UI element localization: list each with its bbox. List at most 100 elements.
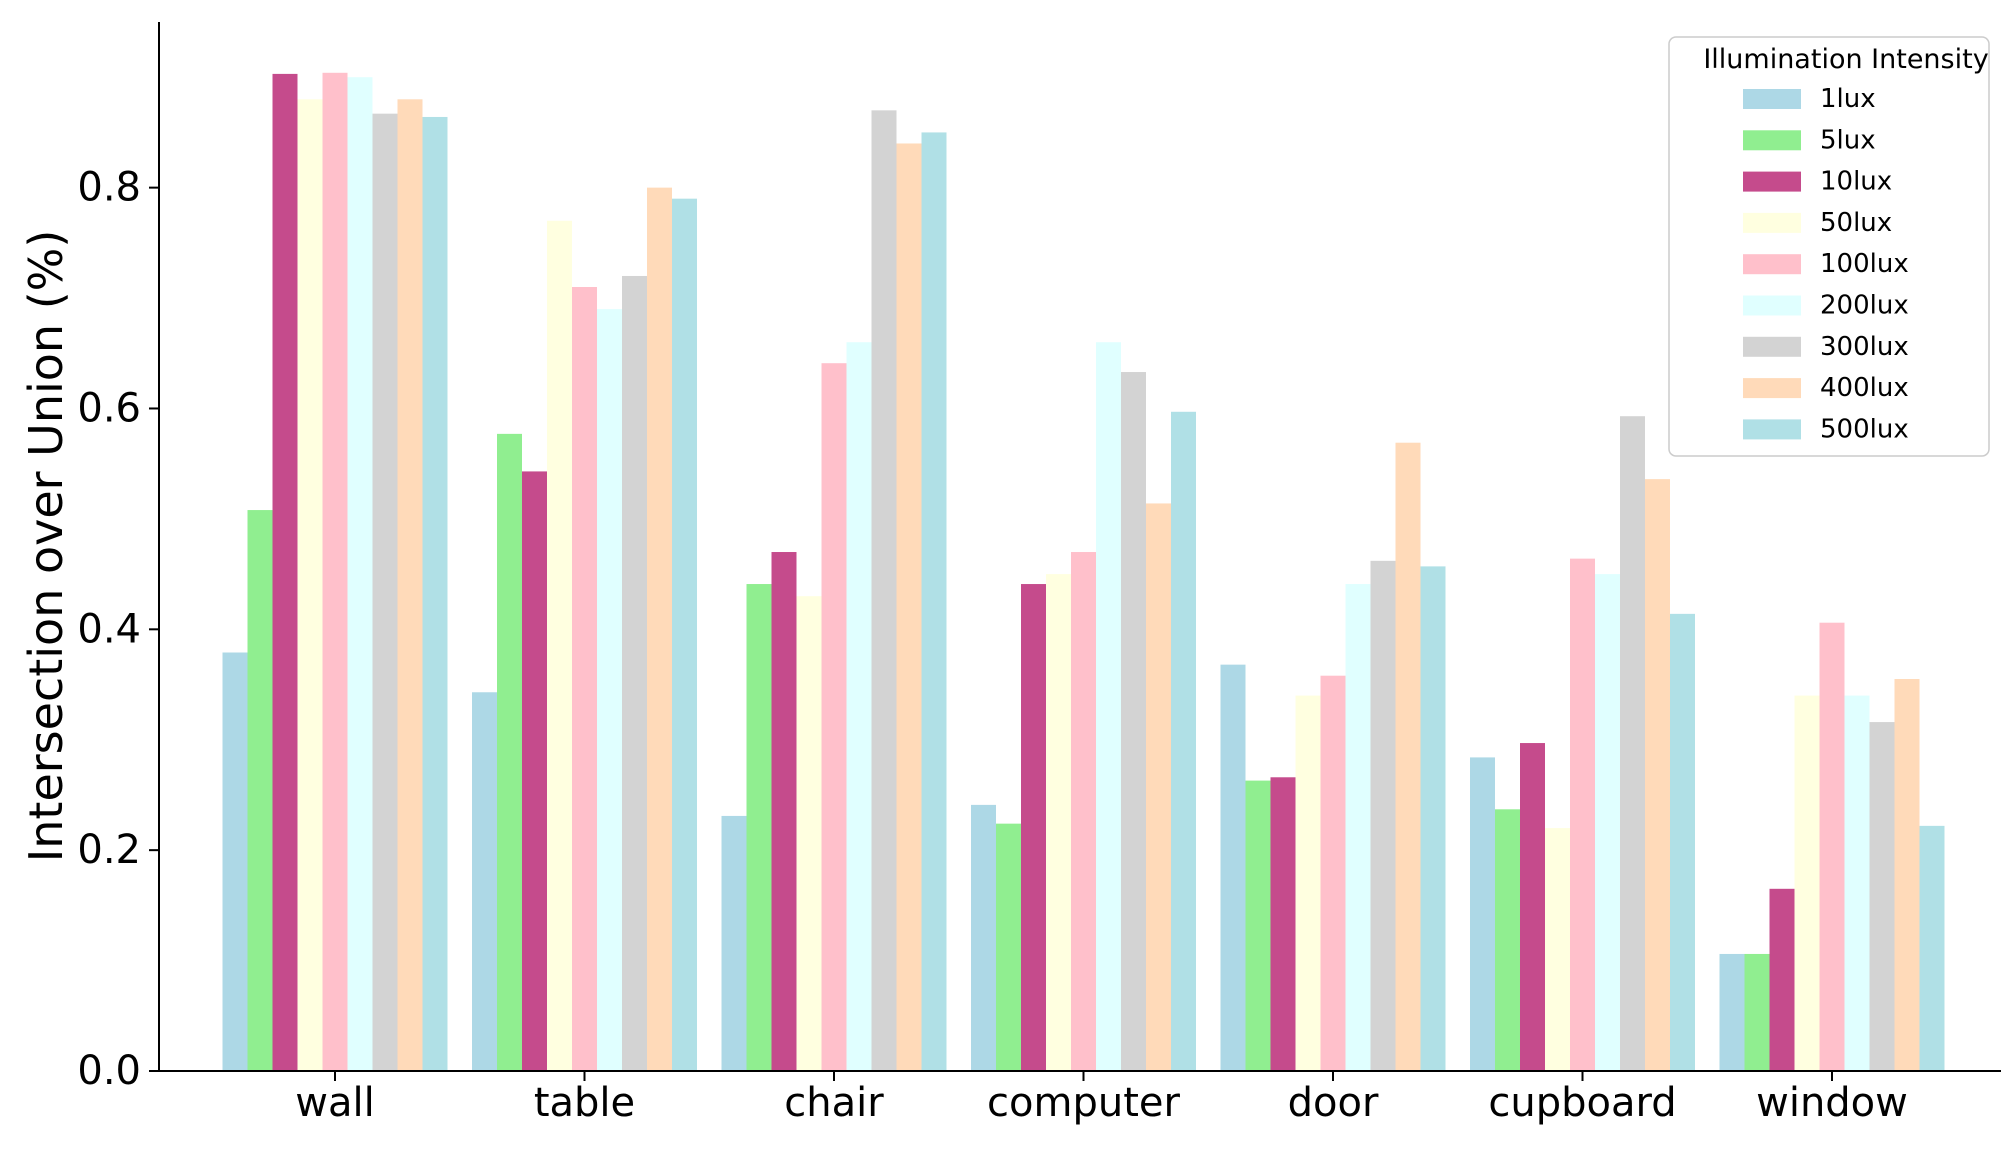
bar-cupboard-5lux — [1495, 809, 1520, 1071]
bar-cupboard-400lux — [1645, 479, 1670, 1071]
bar-wall-5lux — [247, 510, 273, 1072]
bar-window-5lux — [1744, 953, 1770, 1071]
legend-swatch-10lux — [1743, 171, 1801, 192]
legend-swatch-50lux — [1743, 212, 1801, 233]
bar-computer-1lux — [971, 804, 996, 1071]
bar-table-200lux — [597, 309, 622, 1071]
bar-wall-10lux — [272, 73, 298, 1072]
legend-swatch-1lux — [1743, 89, 1801, 109]
legend-swatch-300lux — [1743, 336, 1801, 357]
bar-chair-200lux — [846, 342, 872, 1071]
legend-label-200lux: 200lux — [1820, 291, 1909, 321]
legend: Illumination Intensity 1lux 5lux 10lux 50lu… — [1668, 36, 1990, 457]
x-tick-label-cupboard: cupboard — [1488, 1080, 1676, 1126]
bar-table-1lux — [472, 692, 497, 1071]
bar-table-500lux — [672, 198, 697, 1071]
bar-cupboard-1lux — [1470, 757, 1495, 1071]
bar-wall-50lux — [297, 99, 323, 1071]
legend-label-5lux: 5lux — [1820, 125, 1876, 155]
bar-table-50lux — [547, 220, 572, 1072]
bar-window-500lux — [1919, 825, 1945, 1071]
bar-chair-50lux — [796, 596, 822, 1071]
legend-label-50lux: 50lux — [1820, 208, 1892, 238]
legend-label-100lux: 100lux — [1820, 249, 1909, 279]
bar-door-200lux — [1345, 584, 1371, 1071]
bar-wall-200lux — [347, 77, 373, 1072]
bar-window-50lux — [1794, 695, 1820, 1071]
bar-door-400lux — [1395, 442, 1421, 1071]
bar-window-200lux — [1844, 695, 1870, 1071]
bar-computer-50lux — [1046, 574, 1071, 1071]
bar-door-300lux — [1370, 560, 1396, 1071]
bars-layer — [222, 72, 1945, 1072]
legend-swatch-5lux — [1743, 130, 1801, 151]
bar-door-5lux — [1245, 780, 1271, 1071]
y-ticks: 0.0 0.2 0.4 0.6 0.8 — [77, 165, 159, 1094]
legend-label-500lux: 500lux — [1820, 414, 1909, 444]
y-tick-label: 0.4 — [77, 606, 141, 652]
legend-label-400lux: 400lux — [1820, 373, 1909, 403]
bar-computer-100lux — [1071, 552, 1096, 1071]
bar-table-10lux — [522, 471, 547, 1071]
bar-cupboard-10lux — [1520, 743, 1545, 1071]
y-tick-label: 0.6 — [77, 385, 141, 431]
y-tick-label: 0.2 — [77, 827, 141, 873]
bar-window-400lux — [1894, 679, 1920, 1071]
bar-cupboard-50lux — [1545, 828, 1570, 1071]
axes-layer — [158, 22, 2001, 1072]
legend-label-300lux: 300lux — [1820, 332, 1909, 362]
y-tick-label: 0.0 — [77, 1048, 141, 1094]
x-tick-label-door: door — [1288, 1080, 1379, 1126]
legend-swatch-500lux — [1743, 419, 1801, 440]
bar-chair-1lux — [721, 815, 747, 1071]
bar-computer-10lux — [1021, 584, 1046, 1071]
bar-window-10lux — [1769, 888, 1795, 1071]
x-tick-label-table: table — [534, 1080, 635, 1126]
legend-swatch-400lux — [1743, 378, 1801, 399]
bar-wall-300lux — [372, 113, 398, 1071]
bar-chair-400lux — [896, 143, 922, 1072]
bar-computer-400lux — [1146, 503, 1171, 1071]
bar-computer-5lux — [996, 823, 1021, 1071]
bar-table-400lux — [647, 187, 672, 1071]
bar-chair-300lux — [871, 110, 897, 1071]
legend-title: Illumination Intensity — [1703, 44, 1988, 75]
x-tick-label-wall: wall — [295, 1080, 374, 1126]
bar-door-50lux — [1295, 695, 1321, 1071]
bar-chair-100lux — [821, 363, 847, 1071]
x-tick-label-window: window — [1756, 1080, 1908, 1126]
bar-chair-10lux — [771, 552, 797, 1071]
legend-swatch-200lux — [1743, 295, 1801, 316]
bar-window-1lux — [1719, 953, 1745, 1071]
bar-wall-400lux — [397, 99, 423, 1071]
x-tick-label-chair: chair — [784, 1080, 884, 1126]
bar-computer-300lux — [1121, 372, 1146, 1071]
bar-wall-1lux — [222, 652, 248, 1071]
x-ticks: wall table chair computer door cupboard window — [295, 1071, 1908, 1126]
bar-chair-5lux — [746, 584, 772, 1071]
bar-table-5lux — [497, 433, 522, 1072]
bar-cupboard-100lux — [1570, 558, 1595, 1071]
bar-table-300lux — [622, 275, 647, 1072]
bar-door-1lux — [1220, 664, 1246, 1071]
y-axis-label: Intersection over Union (%) — [19, 230, 73, 863]
bar-chair-500lux — [921, 132, 947, 1072]
bar-window-300lux — [1869, 722, 1895, 1071]
bar-cupboard-200lux — [1595, 574, 1620, 1071]
bar-cupboard-500lux — [1670, 613, 1695, 1071]
bar-wall-500lux — [422, 116, 448, 1072]
bar-computer-200lux — [1096, 342, 1121, 1071]
bar-cupboard-300lux — [1620, 416, 1645, 1072]
legend-label-1lux: 1lux — [1820, 84, 1876, 114]
x-tick-label-computer: computer — [987, 1080, 1180, 1126]
legend-items: 1lux 5lux 10lux 50lux 100lux 200lux 300lux 400l… — [1743, 84, 1909, 444]
bar-table-100lux — [572, 287, 597, 1072]
legend-swatch-100lux — [1743, 254, 1801, 275]
bar-door-10lux — [1270, 777, 1296, 1071]
bar-window-100lux — [1819, 622, 1845, 1071]
legend-label-10lux: 10lux — [1820, 167, 1892, 197]
bar-door-100lux — [1320, 675, 1346, 1071]
bar-computer-500lux — [1171, 411, 1196, 1071]
bar-wall-100lux — [322, 72, 348, 1071]
y-tick-label: 0.8 — [77, 165, 141, 211]
